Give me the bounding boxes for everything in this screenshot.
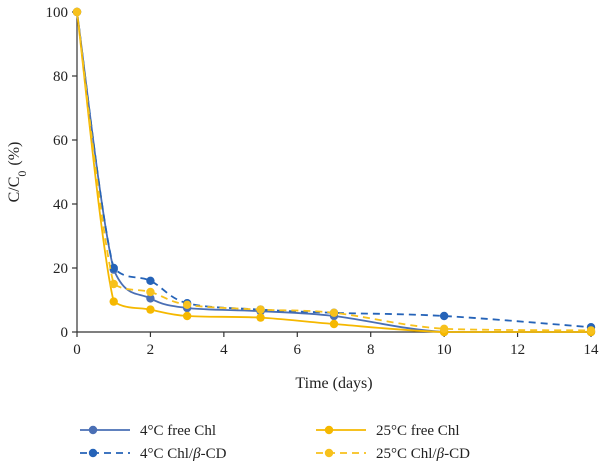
data-point bbox=[146, 287, 155, 297]
data-point bbox=[256, 313, 265, 322]
legend-marker bbox=[88, 425, 98, 435]
legend-label: 25°C Chl/β-CD bbox=[376, 446, 470, 462]
x-tick-label: 0 bbox=[73, 342, 81, 358]
series-line bbox=[76, 11, 592, 332]
x-tick-label: 2 bbox=[147, 342, 155, 358]
y-axis-title-subscript: 0 bbox=[15, 171, 29, 177]
legend-label: 4°C free Chl bbox=[140, 423, 216, 439]
axes: 0 20 40 60 80 100 0 2 4 6 8 10 12 14 bbox=[46, 5, 600, 358]
series-line bbox=[76, 11, 591, 333]
data-point bbox=[109, 297, 118, 306]
data-point bbox=[146, 276, 155, 285]
data-point bbox=[72, 7, 82, 17]
legend-label-part: 4°C free Chl bbox=[140, 423, 216, 439]
x-tick-label: 4 bbox=[220, 342, 228, 358]
y-tick-label: 20 bbox=[53, 261, 68, 277]
legend-label-part: 25°C free Chl bbox=[376, 423, 459, 439]
legend-label-part: β bbox=[436, 446, 445, 462]
x-axis-title: Time (days) bbox=[295, 375, 372, 392]
data-point bbox=[439, 311, 449, 321]
data-point bbox=[146, 294, 155, 303]
legend-entry: 25°C Chl/β-CD bbox=[316, 446, 470, 462]
legend-marker bbox=[324, 448, 334, 458]
series-2 bbox=[72, 7, 596, 337]
x-ticks: 0 2 4 6 8 10 12 14 bbox=[73, 332, 599, 358]
y-tick-label: 80 bbox=[53, 69, 68, 85]
data-point bbox=[439, 324, 449, 333]
y-axis-title-main: C/C bbox=[6, 177, 23, 203]
legend-marker bbox=[324, 425, 334, 435]
data-point bbox=[146, 305, 155, 314]
data-point bbox=[586, 326, 596, 335]
y-tick-label: 0 bbox=[61, 325, 69, 341]
legend-label: 25°C free Chl bbox=[376, 423, 459, 439]
y-tick-label: 100 bbox=[46, 5, 69, 21]
x-tick-label: 8 bbox=[367, 342, 375, 358]
data-point bbox=[329, 308, 339, 317]
series-line bbox=[76, 11, 591, 333]
data-point bbox=[109, 279, 118, 289]
y-axis-title-suffix: (%) bbox=[6, 142, 23, 170]
legend-label-part: -CD bbox=[201, 446, 227, 462]
data-point bbox=[182, 300, 192, 309]
legend-label-part: 25°C Chl/ bbox=[376, 446, 437, 462]
x-tick-label: 14 bbox=[584, 342, 600, 358]
legend-label: 4°C Chl/β-CD bbox=[140, 446, 227, 462]
series-0 bbox=[72, 7, 596, 337]
y-ticks: 0 20 40 60 80 100 bbox=[46, 5, 77, 341]
series-1 bbox=[72, 7, 596, 332]
data-point bbox=[256, 305, 265, 314]
x-tick-label: 6 bbox=[294, 342, 302, 358]
legend-label-part: β bbox=[192, 446, 201, 462]
legend-label-part: -CD bbox=[444, 446, 470, 462]
data-point bbox=[329, 319, 339, 329]
series-3 bbox=[72, 7, 596, 335]
legend-entry: 4°C Chl/β-CD bbox=[80, 446, 227, 462]
legend-entry: 25°C free Chl bbox=[316, 423, 459, 439]
x-tick-label: 10 bbox=[437, 342, 452, 358]
y-tick-label: 60 bbox=[53, 133, 68, 149]
x-tick-label: 12 bbox=[510, 342, 525, 358]
y-tick-label: 40 bbox=[53, 197, 68, 213]
legend-marker bbox=[88, 448, 98, 458]
y-axis-title: C/C0 (%) bbox=[6, 142, 29, 203]
legend-entry: 4°C free Chl bbox=[80, 423, 216, 439]
legend-label-part: 4°C Chl/ bbox=[140, 446, 194, 462]
series-layer bbox=[72, 7, 596, 337]
data-point bbox=[109, 263, 118, 273]
data-point bbox=[182, 311, 192, 321]
